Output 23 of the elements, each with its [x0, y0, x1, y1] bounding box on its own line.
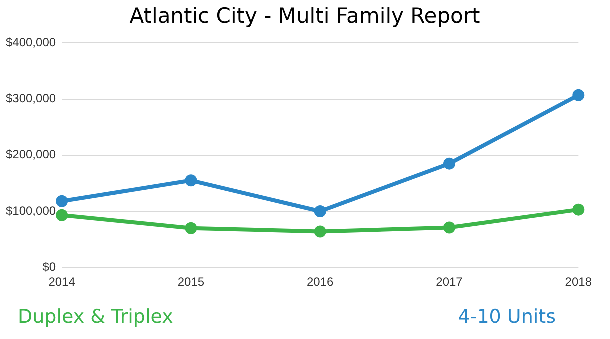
- point: [185, 174, 198, 187]
- point: [314, 226, 326, 238]
- y-tick-label: $100,000: [6, 204, 56, 218]
- x-tick-label: 2015: [178, 275, 205, 290]
- y-tick-label: $0: [42, 260, 56, 274]
- y-tick-label: $400,000: [6, 36, 56, 50]
- point: [572, 204, 585, 216]
- x-tick-label: 2018: [565, 275, 592, 290]
- point: [56, 209, 68, 222]
- x-tick-label: 2017: [436, 275, 464, 290]
- point: [444, 158, 456, 170]
- x-tick-label: 2014: [48, 275, 76, 290]
- text: 4-10 Units: [458, 306, 556, 328]
- y-tick-label: $200,000: [6, 148, 56, 162]
- text: Duplex & Triplex: [18, 306, 174, 328]
- point: [314, 206, 326, 218]
- x-tick-label: 2016: [307, 275, 334, 290]
- chart-title: Atlantic City - Multi Family Report: [128, 3, 482, 30]
- point: [185, 222, 198, 234]
- point: [444, 222, 456, 234]
- y-tick-label: $300,000: [6, 92, 56, 106]
- point: [572, 89, 585, 102]
- point: [56, 195, 68, 208]
